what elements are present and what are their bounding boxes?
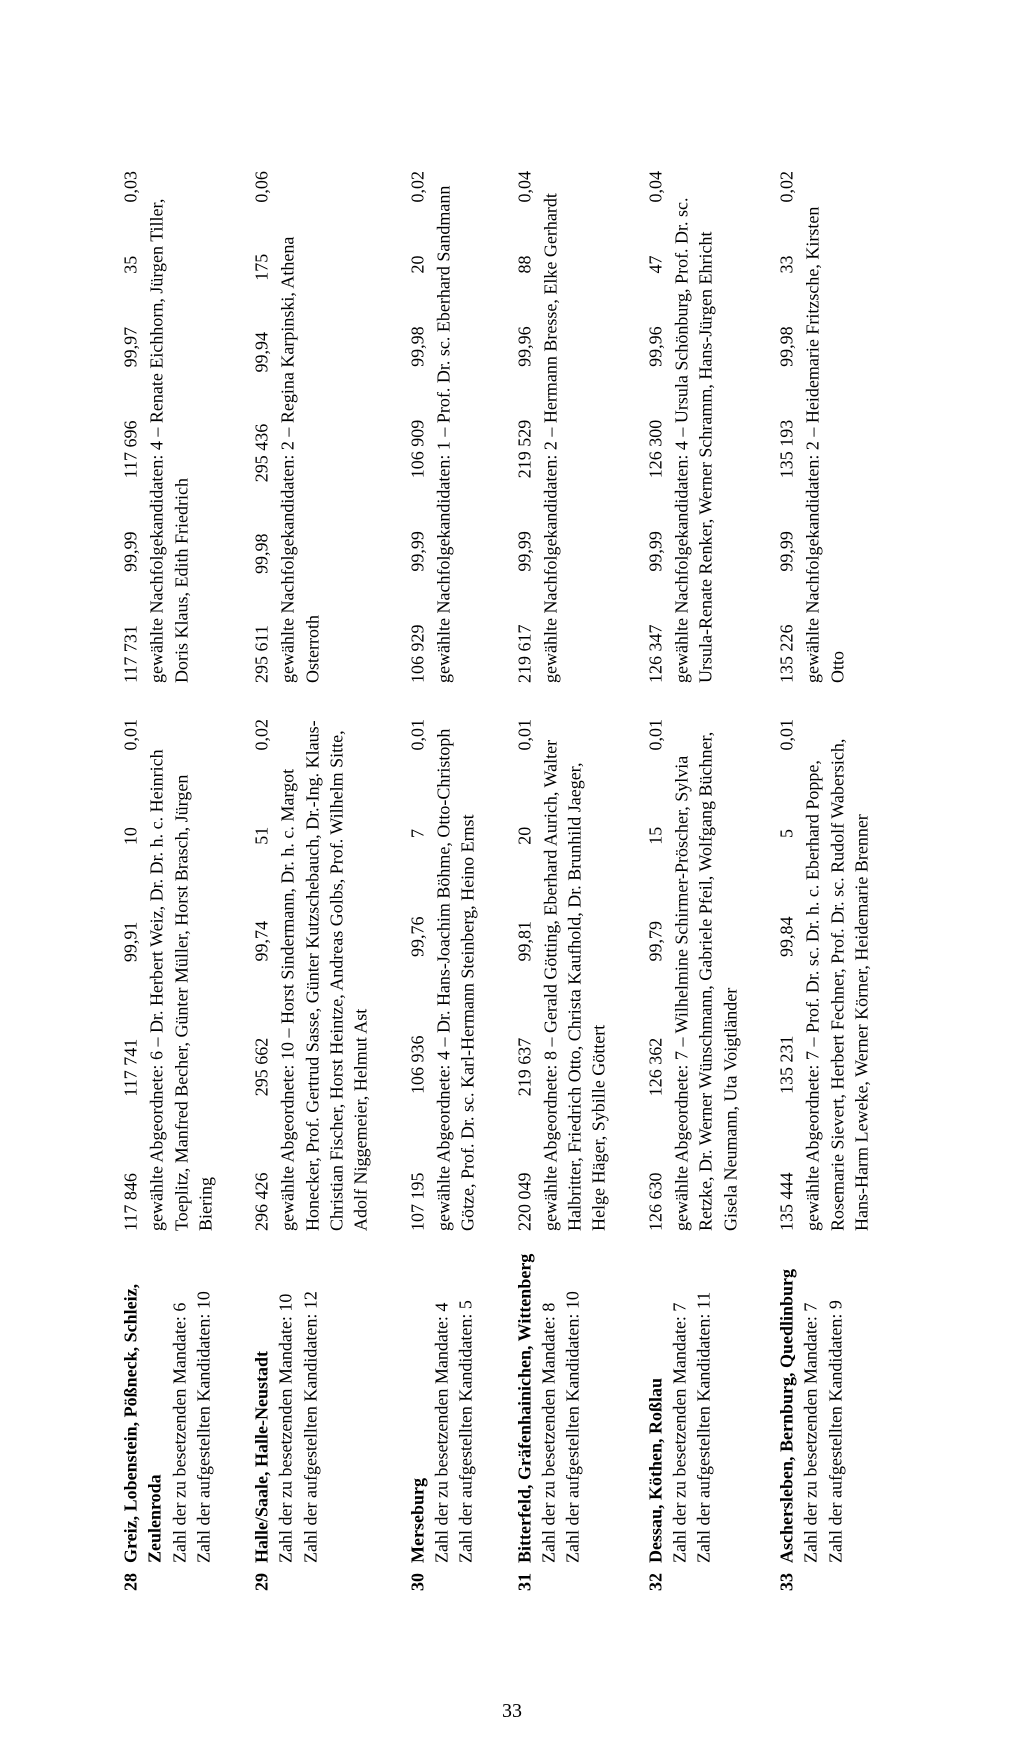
page-content: 28 Greiz, Lobenstein, Pößneck, Schleiz, … xyxy=(58,91,965,1671)
number-row: 117 731 99,99 117 696 99,97 35 0,03 xyxy=(118,171,142,683)
entry-right: 117 846 117 741 99,91 10 0,01 gewählte A… xyxy=(118,171,217,1231)
entry-left: 33 Aschersleben, Bernburg, Quedlinburg Z… xyxy=(774,1231,873,1591)
right-block: 126 347 99,99 126 300 99,96 47 0,04 gewä… xyxy=(643,171,742,695)
entry-left: 32 Dessau, Köthen, Roßlau Zahl der zu be… xyxy=(643,1231,742,1591)
description: gewählte Nachfolgekandidaten: 2 – Regina… xyxy=(276,171,325,683)
left-block: 117 846 117 741 99,91 10 0,01 gewählte A… xyxy=(118,695,217,1231)
mandate-line: Zahl der zu besetzenden Mandate: 4 xyxy=(429,1251,453,1591)
entry-number: 29 xyxy=(250,1563,274,1591)
entry-name: Bitterfeld, Gräfenhainichen, Wittenberg xyxy=(512,1251,536,1563)
number-row: 126 347 99,99 126 300 99,96 47 0,04 xyxy=(643,171,667,683)
entry-name: Greiz, Lobenstein, Pößneck, Schleiz, Zeu… xyxy=(118,1251,167,1563)
description: gewählte Abgeordnete: 8 – Gerald Götting… xyxy=(538,719,611,1231)
right-block: 135 226 99,99 135 193 99,98 33 0,02 gewä… xyxy=(774,171,873,695)
number-row: 219 617 99,99 219 529 99,96 88 0,04 xyxy=(512,171,536,683)
description: gewählte Nachfolgekandidaten: 2 – Heidem… xyxy=(801,171,850,683)
number-row: 107 195 106 936 99,76 7 0,01 xyxy=(405,719,429,1231)
entry-row: 28 Greiz, Lobenstein, Pößneck, Schleiz, … xyxy=(118,171,217,1591)
entry-right: 107 195 106 936 99,76 7 0,01 gewählte Ab… xyxy=(405,171,480,1231)
kandidaten-line: Zahl der aufgestellten Kandidaten: 10 xyxy=(561,1251,585,1591)
left-block: 220 049 219 637 99,81 20 0,01 gewählte A… xyxy=(512,695,611,1231)
entry-row: 31 Bitterfeld, Gräfenhainichen, Wittenbe… xyxy=(512,171,611,1591)
kandidaten-line: Zahl der aufgestellten Kandidaten: 10 xyxy=(191,1251,215,1591)
right-block: 117 731 99,99 117 696 99,97 35 0,03 gewä… xyxy=(118,171,217,695)
description: gewählte Nachfolgekandidaten: 4 – Ursula… xyxy=(669,171,718,683)
number-row: 117 846 117 741 99,91 10 0,01 xyxy=(118,719,142,1231)
description: gewählte Nachfolgekandidaten: 4 – Renate… xyxy=(145,171,194,683)
entry-number: 33 xyxy=(774,1563,798,1591)
entry-right: 296 426 295 662 99,74 51 0,02 gewählte A… xyxy=(250,171,373,1231)
entry-row: 30 Merseburg Zahl der zu besetzenden Man… xyxy=(405,171,480,1591)
entry-right: 135 444 135 231 99,84 5 0,01 gewählte Ab… xyxy=(774,171,873,1231)
entry-name: Dessau, Köthen, Roßlau xyxy=(643,1251,667,1563)
number-row: 220 049 219 637 99,81 20 0,01 xyxy=(512,719,536,1231)
description: gewählte Abgeordnete: 7 – Wilhelmine Sch… xyxy=(669,719,742,1231)
entry-name: Halle/Saale, Halle-Neustadt xyxy=(250,1251,274,1563)
mandate-line: Zahl der zu besetzenden Mandate: 10 xyxy=(274,1251,298,1591)
entry-left: 28 Greiz, Lobenstein, Pößneck, Schleiz, … xyxy=(118,1231,217,1591)
description: gewählte Abgeordnete: 7 – Prof. Dr. sc. … xyxy=(801,719,874,1231)
left-block: 126 630 126 362 99,79 15 0,01 gewählte A… xyxy=(643,695,742,1231)
number-row: 126 630 126 362 99,79 15 0,01 xyxy=(643,719,667,1231)
number-row: 135 444 135 231 99,84 5 0,01 xyxy=(774,719,798,1231)
page-number: 33 xyxy=(502,1700,522,1723)
description: gewählte Abgeordnete: 10 – Horst Sinderm… xyxy=(276,719,373,1231)
entry-number: 28 xyxy=(118,1563,167,1591)
kandidaten-line: Zahl der aufgestellten Kandidaten: 12 xyxy=(298,1251,322,1591)
right-block: 295 611 99,98 295 436 99,94 175 0,06 gew… xyxy=(250,171,373,695)
mandate-line: Zahl der zu besetzenden Mandate: 6 xyxy=(167,1251,191,1591)
description: gewählte Abgeordnete: 4 – Dr. Hans-Joach… xyxy=(431,719,480,1231)
entry-number: 32 xyxy=(643,1563,667,1591)
description: gewählte Nachfolgekandidaten: 2 – Herman… xyxy=(538,171,562,683)
number-row: 106 929 99,99 106 909 99,98 20 0,02 xyxy=(405,171,429,683)
kandidaten-line: Zahl der aufgestellten Kandidaten: 5 xyxy=(454,1251,478,1591)
entry-name: Aschersleben, Bernburg, Quedlinburg xyxy=(774,1251,798,1563)
kandidaten-line: Zahl der aufgestellten Kandidaten: 9 xyxy=(823,1251,847,1591)
entry-right: 220 049 219 637 99,81 20 0,01 gewählte A… xyxy=(512,171,611,1231)
kandidaten-line: Zahl der aufgestellten Kandidaten: 11 xyxy=(692,1251,716,1591)
left-block: 296 426 295 662 99,74 51 0,02 gewählte A… xyxy=(250,695,373,1231)
entry-number: 31 xyxy=(512,1563,536,1591)
description: gewählte Nachfolgekandidaten: 1 – Prof. … xyxy=(431,171,455,683)
entry-right: 126 630 126 362 99,79 15 0,01 gewählte A… xyxy=(643,171,742,1231)
mandate-line: Zahl der zu besetzenden Mandate: 8 xyxy=(536,1251,560,1591)
description: gewählte Abgeordnete: 6 – Dr. Herbert We… xyxy=(145,719,218,1231)
mandate-line: Zahl der zu besetzenden Mandate: 7 xyxy=(799,1251,823,1591)
number-row: 295 611 99,98 295 436 99,94 175 0,06 xyxy=(250,171,274,683)
right-block: 219 617 99,99 219 529 99,96 88 0,04 gewä… xyxy=(512,171,611,695)
entry-row: 29 Halle/Saale, Halle-Neustadt Zahl der … xyxy=(250,171,373,1591)
number-row: 296 426 295 662 99,74 51 0,02 xyxy=(250,719,274,1231)
entry-name: Merseburg xyxy=(405,1251,429,1563)
left-block: 135 444 135 231 99,84 5 0,01 gewählte Ab… xyxy=(774,695,873,1231)
entry-left: 31 Bitterfeld, Gräfenhainichen, Wittenbe… xyxy=(512,1231,611,1591)
entry-row: 32 Dessau, Köthen, Roßlau Zahl der zu be… xyxy=(643,171,742,1591)
right-block: 106 929 99,99 106 909 99,98 20 0,02 gewä… xyxy=(405,171,480,695)
entry-number: 30 xyxy=(405,1563,429,1591)
left-block: 107 195 106 936 99,76 7 0,01 gewählte Ab… xyxy=(405,695,480,1231)
entry-left: 30 Merseburg Zahl der zu besetzenden Man… xyxy=(405,1231,480,1591)
entry-row: 33 Aschersleben, Bernburg, Quedlinburg Z… xyxy=(774,171,873,1591)
number-row: 135 226 99,99 135 193 99,98 33 0,02 xyxy=(774,171,798,683)
entry-left: 29 Halle/Saale, Halle-Neustadt Zahl der … xyxy=(250,1231,373,1591)
mandate-line: Zahl der zu besetzenden Mandate: 7 xyxy=(667,1251,691,1591)
